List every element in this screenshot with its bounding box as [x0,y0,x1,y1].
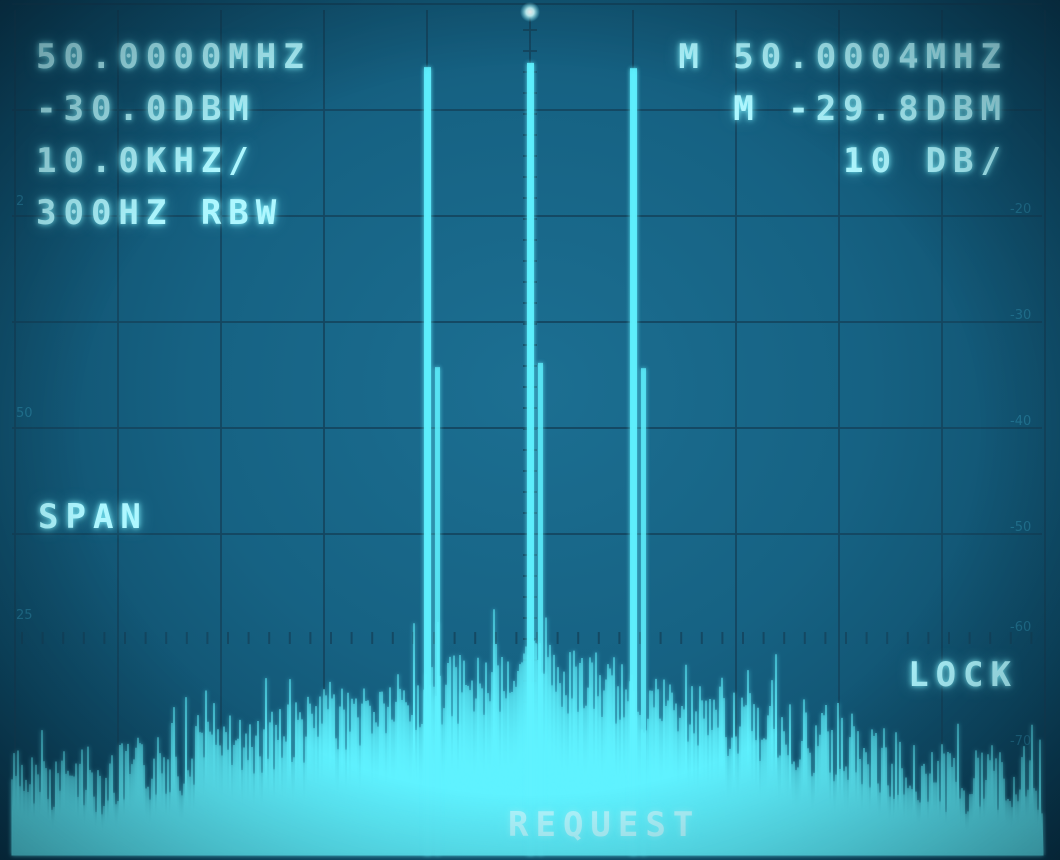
spectral-line-shoulder [538,362,543,855]
spectral-line [527,62,534,855]
span-softkey-label: SPAN [38,497,148,537]
spectral-line [630,68,637,856]
resolution-bandwidth-readout: 300HZ RBW [36,193,284,233]
request-status-indicator: REQUEST [508,805,701,845]
spectral-line [424,67,431,856]
scale-label-neg50: -50 [1010,520,1032,535]
left-scale-label-b: 50 [16,406,33,421]
scale-label-neg70: -70 [1010,734,1032,749]
spectral-line-shoulder [435,367,440,855]
beam-dot-icon [520,2,540,22]
marker-frequency-readout: M 50.0004MHZ [678,37,1008,77]
spectral-line-shoulder [641,368,646,855]
left-scale-label-a: 2 [16,194,25,209]
scale-label-neg30: -30 [1010,308,1032,323]
spectral-peaks [424,62,646,856]
scale-label-neg40: -40 [1010,414,1032,429]
scale-label-neg20: -20 [1010,202,1032,217]
lock-status-indicator: LOCK [908,655,1018,695]
vertical-scale-readout: 10 DB/ [843,141,1008,181]
scale-label-neg60: -60 [1010,620,1032,635]
marker-level-readout: M -29.8DBM [733,89,1008,129]
span-per-division-readout: 10.0KHZ/ [36,141,256,181]
center-frequency-readout: 50.0000MHZ [36,37,311,77]
reference-level-readout: -30.0DBM [36,89,256,129]
left-scale-label-c: 25 [16,608,33,623]
